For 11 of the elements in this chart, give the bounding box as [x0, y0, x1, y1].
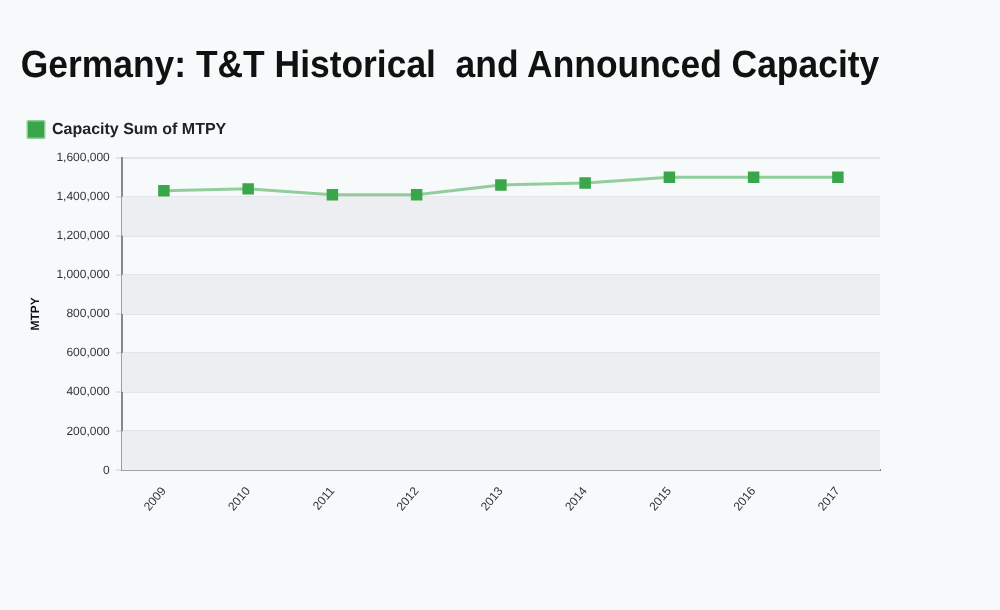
point	[242, 183, 254, 195]
point	[158, 185, 170, 197]
legend-label: Capacity Sum of MTPY	[52, 120, 228, 139]
point	[579, 177, 591, 189]
point	[410, 188, 423, 201]
point	[326, 188, 339, 201]
point	[832, 171, 844, 183]
point	[495, 179, 507, 191]
point	[663, 171, 676, 183]
point	[747, 171, 760, 183]
chart-title: Germany: T&T Historical and Announced Capacity	[20, 42, 881, 86]
